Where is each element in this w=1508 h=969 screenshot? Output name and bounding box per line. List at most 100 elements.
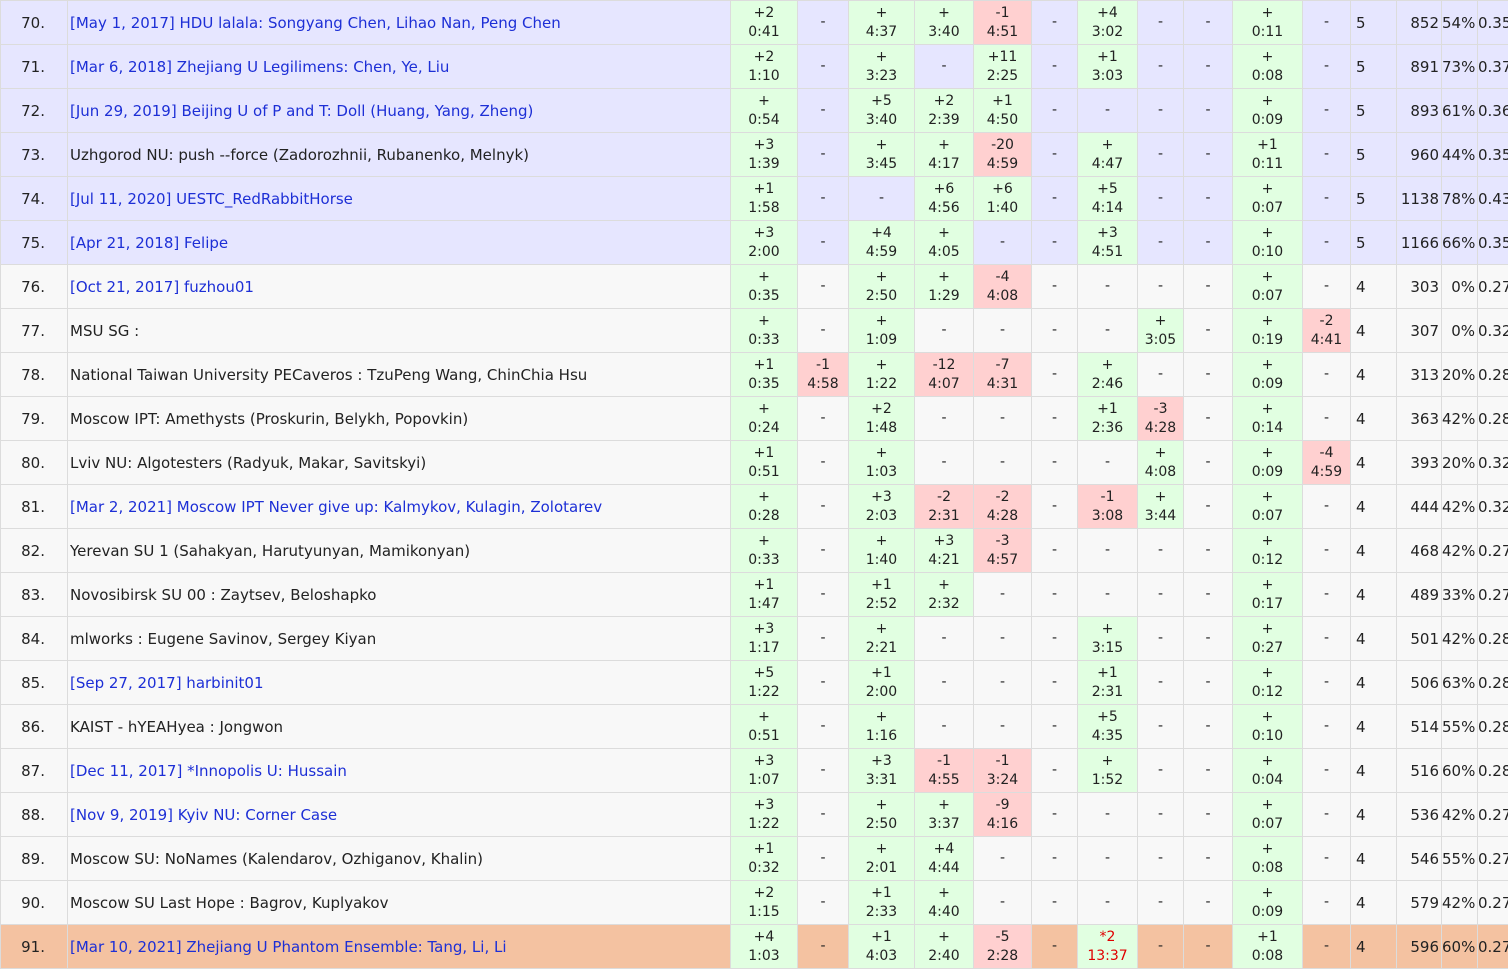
team-name: Moscow SU Last Hope : Bagrov, Kuplyakov xyxy=(68,881,731,925)
attempts-text: -1 xyxy=(1078,488,1137,507)
attempts-text: - xyxy=(798,409,848,428)
team-link[interactable]: [May 1, 2017] HDU lalala: Songyang Chen,… xyxy=(68,1,731,45)
time-text: 2:33 xyxy=(849,903,914,922)
attempts-text: - xyxy=(1184,233,1232,252)
percent-value: 73% xyxy=(1442,45,1478,89)
problem-cell: - xyxy=(1303,89,1351,133)
problem-cell: +1:09 xyxy=(849,309,915,353)
attempts-text: + xyxy=(731,400,797,419)
problem-cell: - xyxy=(1184,353,1233,397)
attempts-text: - xyxy=(1138,189,1183,208)
team-link[interactable]: [Mar 6, 2018] Zhejiang U Legilimens: Che… xyxy=(68,45,731,89)
time-text: 0:04 xyxy=(1233,771,1302,790)
problem-cell: +0:07 xyxy=(1233,265,1303,309)
attempts-text: - xyxy=(798,497,848,516)
problem-cell: - xyxy=(1303,529,1351,573)
score-value: 0.37 xyxy=(1478,45,1508,89)
attempts-text: - xyxy=(1138,937,1183,956)
attempts-text: +6 xyxy=(974,180,1031,199)
standings-row: 72.[Jun 29, 2019] Beijing U of P and T: … xyxy=(1,89,1508,133)
time-text: 3:15 xyxy=(1078,639,1137,658)
team-link[interactable]: [Oct 21, 2017] fuzhou01 xyxy=(68,265,731,309)
time-text: 3:02 xyxy=(1078,23,1137,42)
team-link[interactable]: [Dec 11, 2017] *Innopolis U: Hussain xyxy=(68,749,731,793)
time-text: 4:21 xyxy=(915,551,973,570)
penalty-value: 1166 xyxy=(1397,221,1442,265)
percent-value: 20% xyxy=(1442,353,1478,397)
problem-cell: +2:46 xyxy=(1078,353,1138,397)
standings-row: 74.[Jul 11, 2020] UESTC_RedRabbitHorse+1… xyxy=(1,177,1508,221)
team-name: Lviv NU: Algotesters (Radyuk, Makar, Sav… xyxy=(68,441,731,485)
problem-cell: +1:29 xyxy=(915,265,974,309)
problem-cell: +3:44 xyxy=(1138,485,1184,529)
rank-cell: 83. xyxy=(1,573,68,617)
attempts-text: + xyxy=(1078,136,1137,155)
attempts-text: - xyxy=(1032,893,1077,912)
problem-cell: - xyxy=(1032,749,1078,793)
attempts-text: - xyxy=(1303,585,1350,604)
problem-cell: - xyxy=(1184,925,1233,969)
attempts-text: - xyxy=(1138,57,1183,76)
time-text: 4:59 xyxy=(1303,463,1350,482)
standings-row: 83.Novosibirsk SU 00 : Zaytsev, Beloshap… xyxy=(1,573,1508,617)
team-link[interactable]: [Nov 9, 2019] Kyiv NU: Corner Case xyxy=(68,793,731,837)
score-value: 0.28 xyxy=(1478,749,1508,793)
attempts-text: +1 xyxy=(1078,48,1137,67)
attempts-text: + xyxy=(731,708,797,727)
team-link[interactable]: [Apr 21, 2018] Felipe xyxy=(68,221,731,265)
time-text: 1:48 xyxy=(849,419,914,438)
attempts-text: + xyxy=(849,708,914,727)
rank-cell: 81. xyxy=(1,485,68,529)
problem-cell: +1:52 xyxy=(1078,749,1138,793)
problem-cell: +0:09 xyxy=(1233,881,1303,925)
problem-cell: - xyxy=(1138,265,1184,309)
attempts-text: - xyxy=(1303,805,1350,824)
problem-cell: - xyxy=(1184,1,1233,45)
team-link[interactable]: [Mar 2, 2021] Moscow IPT Never give up: … xyxy=(68,485,731,529)
time-text: 4:31 xyxy=(974,375,1031,394)
time-text: 4:50 xyxy=(974,111,1031,130)
attempts-text: +1 xyxy=(731,840,797,859)
attempts-text: - xyxy=(798,453,848,472)
time-text: 0:17 xyxy=(1233,595,1302,614)
team-link[interactable]: [Jul 11, 2020] UESTC_RedRabbitHorse xyxy=(68,177,731,221)
problem-cell: - xyxy=(1184,881,1233,925)
solved-count: 4 xyxy=(1351,881,1397,925)
penalty-value: 579 xyxy=(1397,881,1442,925)
attempts-text: - xyxy=(1303,277,1350,296)
attempts-text: -7 xyxy=(974,356,1031,375)
attempts-text: - xyxy=(1032,409,1077,428)
solved-count: 4 xyxy=(1351,397,1397,441)
rank-cell: 91. xyxy=(1,925,68,969)
team-link[interactable]: [Sep 27, 2017] harbinit01 xyxy=(68,661,731,705)
time-text: 0:11 xyxy=(1233,155,1302,174)
team-link[interactable]: [Jun 29, 2019] Beijing U of P and T: Dol… xyxy=(68,89,731,133)
team-name: MSU SG : xyxy=(68,309,731,353)
attempts-text: - xyxy=(1032,585,1077,604)
attempts-text: +1 xyxy=(1233,928,1302,947)
attempts-text: - xyxy=(798,13,848,32)
score-value: 0.27 xyxy=(1478,881,1508,925)
attempts-text: - xyxy=(798,629,848,648)
attempts-text: + xyxy=(1233,796,1302,815)
standings-row: 84.mlworks : Eugene Savinov, Sergey Kiya… xyxy=(1,617,1508,661)
problem-cell: - xyxy=(1303,45,1351,89)
solved-count: 4 xyxy=(1351,265,1397,309)
attempts-text: + xyxy=(849,4,914,23)
problem-cell: - xyxy=(915,617,974,661)
time-text: 2:32 xyxy=(915,595,973,614)
attempts-text: - xyxy=(1078,101,1137,120)
attempts-text: - xyxy=(915,57,973,76)
attempts-text: + xyxy=(849,840,914,859)
percent-value: 54% xyxy=(1442,1,1478,45)
attempts-text: - xyxy=(1184,145,1232,164)
attempts-text: +1 xyxy=(1078,664,1137,683)
problem-cell: +4:05 xyxy=(915,221,974,265)
team-link[interactable]: [Mar 10, 2021] Zhejiang U Phantom Ensemb… xyxy=(68,925,731,969)
attempts-text: + xyxy=(731,268,797,287)
attempts-text: - xyxy=(915,409,973,428)
problem-cell: - xyxy=(1303,397,1351,441)
